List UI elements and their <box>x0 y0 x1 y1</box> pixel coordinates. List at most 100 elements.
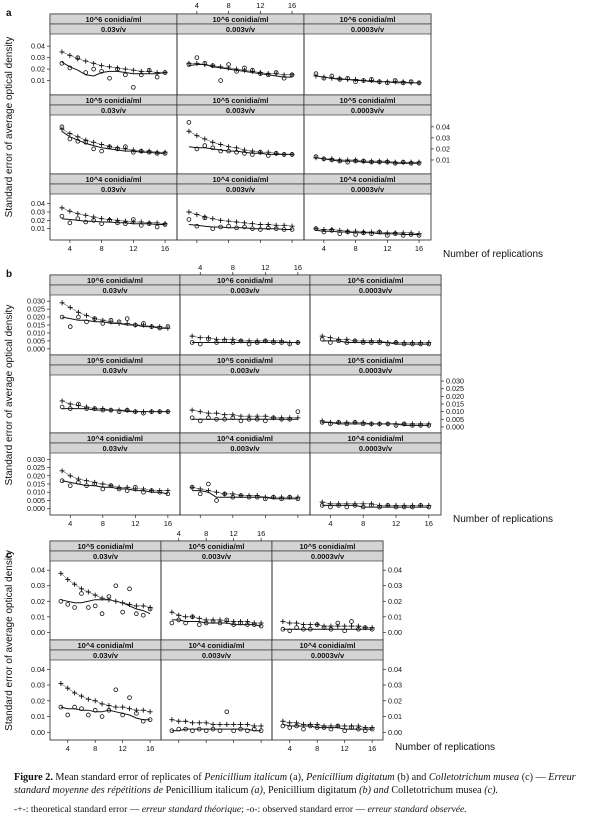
observed-point <box>273 226 279 231</box>
x-tick-label: 12 <box>131 519 139 528</box>
facet-cell: 10^5 conidia/ml0.0003v/v 0.01 0.02 0.03 0.04 <box>303 94 450 175</box>
theoretical-point <box>91 60 97 66</box>
observed-point <box>279 340 284 345</box>
observed-point <box>75 55 81 60</box>
x-tick-label: 4 <box>322 244 326 253</box>
y-tick-label: 0.025 <box>446 384 464 393</box>
theoretical-point <box>130 219 136 225</box>
facet-cell: 10^5 conidia/ml0.003v/v 4 8 12 16 <box>160 529 273 641</box>
theoretical-point <box>258 620 264 626</box>
theoretical-point <box>287 720 293 726</box>
panel-b: b Standard error of average optical densi… <box>4 263 553 528</box>
observed-point <box>76 480 81 485</box>
observed-point <box>186 217 192 222</box>
x-tick-label: 4 <box>195 1 199 10</box>
observed-point <box>226 148 231 154</box>
observed-point <box>99 69 104 74</box>
strip-dilution: 0.03v/v <box>102 444 128 453</box>
x-tick-label: 16 <box>425 519 433 528</box>
observed-point <box>345 159 350 165</box>
observed-point <box>231 622 236 627</box>
strip-concentration: 10^5 conidia/ml <box>188 542 244 551</box>
observed-point <box>210 726 216 732</box>
caption-french: Erreur standard moyenne des répétitions … <box>14 772 576 796</box>
observed-point <box>369 421 374 427</box>
observed-point <box>162 70 168 75</box>
strip-concentration: 10^5 conidia/ml <box>339 96 395 105</box>
x-axis-label: Number of replications <box>443 249 543 260</box>
strip-concentration: 10^5 conidia/ml <box>347 356 403 365</box>
observed-point <box>197 726 202 732</box>
strip-dilution: 0.03v/v <box>93 552 119 561</box>
x-tick-label: 16 <box>288 1 296 10</box>
facet-cell: 10^5 conidia/ml0.03v/v <box>49 354 181 434</box>
observed-point <box>157 409 163 414</box>
y-tick-label: 0.025 <box>27 463 45 472</box>
strip-dilution: 0.03v/v <box>93 651 119 660</box>
observed-point <box>401 504 407 510</box>
observed-point <box>258 728 264 734</box>
theoretical-point <box>133 707 139 713</box>
observed-point <box>362 625 368 630</box>
theoretical-point <box>67 52 73 58</box>
y-tick-label: 0.030 <box>27 297 45 306</box>
theoretical-point <box>400 230 406 236</box>
x-axis-label: Number of replications <box>395 742 495 753</box>
observed-point <box>214 416 219 422</box>
theoretical-point <box>280 718 286 724</box>
x-tick-label: 8 <box>204 529 208 538</box>
observed-point <box>336 338 341 344</box>
y-tick-label: 0.04 <box>388 665 402 674</box>
theoretical-point <box>59 300 65 306</box>
observed-point <box>344 340 350 345</box>
strip-dilution: 0.003v/v <box>202 552 232 561</box>
observed-point <box>92 316 97 321</box>
observed-point <box>265 72 271 78</box>
strip-concentration: 10^5 conidia/ml <box>217 356 273 365</box>
theoretical-point <box>307 622 313 628</box>
observed-point <box>76 314 81 320</box>
observed-point <box>224 709 230 715</box>
observed-point <box>113 583 119 589</box>
strip-dilution: 0.0003v/v <box>359 366 393 375</box>
observed-point <box>203 620 209 626</box>
observed-point <box>230 340 236 345</box>
observed-point <box>115 220 120 226</box>
observed-point <box>352 420 358 425</box>
observed-point <box>134 611 139 617</box>
observed-point <box>392 231 398 236</box>
facet-cell: 10^4 conidia/ml0.03v/v4 8 12 160.0000.0050.… <box>27 432 181 528</box>
x-tick-label: 4 <box>66 744 70 753</box>
observed-point <box>138 72 144 78</box>
strip-dilution: 0.03v/v <box>102 366 128 375</box>
y-tick-label: 0.03 <box>388 681 402 690</box>
observed-point <box>234 149 239 155</box>
y-axis-label: Standard error of average optical densit… <box>4 550 15 731</box>
observed-point <box>92 481 97 487</box>
observed-point <box>133 322 138 328</box>
theoretical-point <box>106 597 112 603</box>
observed-point <box>410 423 415 428</box>
observed-point <box>426 504 432 510</box>
observed-point <box>271 494 276 500</box>
theoretical-point <box>222 412 228 418</box>
y-tick-label: 0.010 <box>446 407 464 416</box>
caption-tag-c: (c) — <box>521 772 546 783</box>
theoretical-point <box>197 486 203 492</box>
observed-point <box>393 340 399 345</box>
theoretical-point <box>67 401 73 407</box>
y-tick-label: 0.01 <box>436 155 450 164</box>
theoretical-point <box>205 488 211 494</box>
observed-point <box>79 591 84 596</box>
observed-point <box>258 623 264 629</box>
theoretical-point <box>197 409 203 415</box>
observed-point <box>319 503 325 508</box>
observed-point <box>222 491 227 497</box>
observed-point <box>76 401 81 407</box>
observed-point <box>133 484 138 490</box>
observed-point <box>176 617 182 623</box>
observed-point <box>377 229 382 235</box>
observed-point <box>401 341 407 347</box>
observed-point <box>254 340 260 345</box>
y-tick-label: 0.020 <box>27 471 45 480</box>
